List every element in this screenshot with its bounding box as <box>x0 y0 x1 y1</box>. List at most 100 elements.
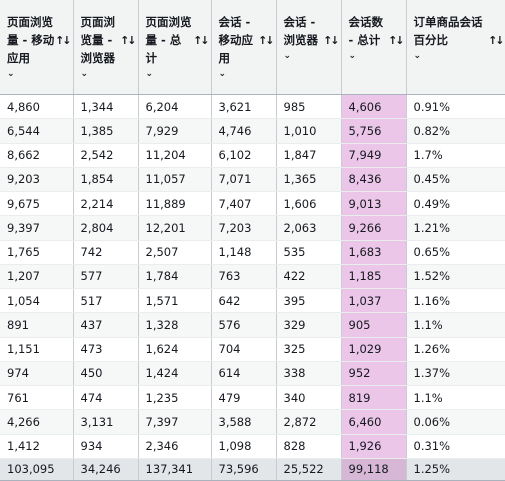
column-header-4[interactable]: 会话 - 浏览器⌄↑↓ <box>276 0 341 95</box>
column-header-label: 页面浏览量 - 移动应用 <box>7 13 55 67</box>
table-cell: 6,102 <box>211 143 276 167</box>
sort-arrows-icon[interactable]: ↑↓ <box>120 34 134 47</box>
sort-arrows-icon[interactable]: ↑↓ <box>323 34 337 47</box>
table-cell: 891 <box>0 313 73 337</box>
sort-arrows-icon[interactable]: ↑↓ <box>388 34 402 47</box>
table-cell: 535 <box>276 240 341 264</box>
table-cell: 0.45% <box>406 167 505 191</box>
total-cell: 34,246 <box>73 458 138 480</box>
table-cell: 340 <box>276 386 341 410</box>
table-cell: 1,151 <box>0 337 73 361</box>
table-cell: 2,063 <box>276 216 341 240</box>
table-cell: 1.37% <box>406 361 505 385</box>
sort-arrows-icon[interactable]: ↑↓ <box>193 34 207 47</box>
sort-arrows-icon[interactable]: ↑↓ <box>488 34 502 47</box>
table-cell: 1,185 <box>341 264 406 288</box>
header-row: 页面浏览量 - 移动应用⌄↑↓页面浏览量 - 浏览器⌄↑↓页面浏览量 - 总计⌄… <box>0 0 505 95</box>
column-header-5[interactable]: 会话数 - 总计⌄↑↓ <box>341 0 406 95</box>
total-cell: 103,095 <box>0 458 73 480</box>
table-cell: 7,949 <box>341 143 406 167</box>
column-header-2[interactable]: 页面浏览量 - 总计⌄↑↓ <box>138 0 211 95</box>
table-cell: 9,397 <box>0 216 73 240</box>
column-header-label: 订单商品会话百分比 <box>414 13 488 49</box>
table-cell: 1.1% <box>406 386 505 410</box>
table-cell: 0.06% <box>406 410 505 434</box>
table-cell: 338 <box>276 361 341 385</box>
table-cell: 6,460 <box>341 410 406 434</box>
column-header-1[interactable]: 页面浏览量 - 浏览器⌄ ↑↓ <box>73 0 138 95</box>
chevron-down-icon[interactable]: ⌄ <box>146 68 193 80</box>
table-cell: 819 <box>341 386 406 410</box>
table-cell: 517 <box>73 289 138 313</box>
table-cell: 11,889 <box>138 192 211 216</box>
chevron-down-icon[interactable]: ⌄ <box>349 50 388 62</box>
table-cell: 7,929 <box>138 119 211 143</box>
table-cell: 7,071 <box>211 167 276 191</box>
total-cell: 73,596 <box>211 458 276 480</box>
table-cell: 1,054 <box>0 289 73 313</box>
table-cell: 8,662 <box>0 143 73 167</box>
table-cell: 1,606 <box>276 192 341 216</box>
chevron-down-icon[interactable]: ⌄ <box>414 50 488 62</box>
table-cell: 11,204 <box>138 143 211 167</box>
column-header-label: 会话数 - 总计 <box>349 13 388 49</box>
table-cell: 1,847 <box>276 143 341 167</box>
table-cell: 985 <box>276 95 341 119</box>
chevron-down-icon[interactable]: ⌄ <box>7 68 55 80</box>
table-cell: 577 <box>73 264 138 288</box>
table-cell: 329 <box>276 313 341 337</box>
table-cell: 1.26% <box>406 337 505 361</box>
table-cell: 4,746 <box>211 119 276 143</box>
column-header-6[interactable]: 订单商品会话百分比⌄↑↓ <box>406 0 505 95</box>
table-cell: 4,860 <box>0 95 73 119</box>
sort-arrows-icon[interactable]: ↑↓ <box>55 34 69 47</box>
table-cell: 1.16% <box>406 289 505 313</box>
sort-arrows-icon[interactable]: ↑↓ <box>258 34 272 47</box>
table-cell: 437 <box>73 313 138 337</box>
table-cell: 1,424 <box>138 361 211 385</box>
total-cell: 99,118 <box>341 458 406 480</box>
column-header-3[interactable]: 会话 - 移动应用⌄↑↓ <box>211 0 276 95</box>
table-cell: 1,037 <box>341 289 406 313</box>
table-cell: 7,397 <box>138 410 211 434</box>
chevron-down-icon[interactable]: ⌄ <box>284 50 323 62</box>
table-cell: 0.82% <box>406 119 505 143</box>
table-cell: 9,203 <box>0 167 73 191</box>
table-cell: 11,057 <box>138 167 211 191</box>
table-cell: 4,606 <box>341 95 406 119</box>
table-cell: 1,010 <box>276 119 341 143</box>
table-cell: 1,328 <box>138 313 211 337</box>
table-cell: 0.91% <box>406 95 505 119</box>
table-cell: 450 <box>73 361 138 385</box>
chevron-down-icon[interactable]: ⌄ <box>219 68 258 80</box>
table-cell: 1,784 <box>138 264 211 288</box>
table-cell: 905 <box>341 313 406 337</box>
table-cell: 1,098 <box>211 434 276 458</box>
column-header-0[interactable]: 页面浏览量 - 移动应用⌄ ↑↓ <box>0 0 73 95</box>
table-cell: 1,235 <box>138 386 211 410</box>
column-header-label: 页面浏览量 - 浏览器 <box>81 13 120 67</box>
table-cell: 642 <box>211 289 276 313</box>
table-cell: 0.49% <box>406 192 505 216</box>
table-cell: 6,544 <box>0 119 73 143</box>
table-cell: 3,621 <box>211 95 276 119</box>
table-cell: 0.65% <box>406 240 505 264</box>
column-header-content: 会话 - 浏览器⌄ <box>277 0 341 62</box>
table-cell: 5,756 <box>341 119 406 143</box>
table-cell: 742 <box>73 240 138 264</box>
chevron-down-icon[interactable]: ⌄ <box>81 68 120 80</box>
table-cell: 576 <box>211 313 276 337</box>
table-cell: 3,131 <box>73 410 138 434</box>
